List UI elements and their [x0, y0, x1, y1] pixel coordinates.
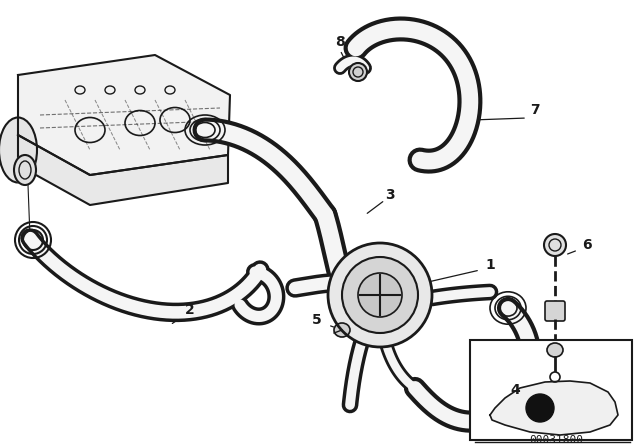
- Ellipse shape: [547, 343, 563, 357]
- Circle shape: [526, 394, 554, 422]
- Polygon shape: [18, 135, 228, 205]
- Circle shape: [342, 257, 418, 333]
- Text: 2: 2: [185, 303, 195, 317]
- Polygon shape: [490, 381, 618, 435]
- Text: 3: 3: [385, 188, 395, 202]
- Text: 7: 7: [530, 103, 540, 117]
- Ellipse shape: [14, 155, 36, 185]
- Text: 6: 6: [582, 238, 592, 252]
- Circle shape: [328, 243, 432, 347]
- Bar: [470, 340, 632, 440]
- FancyBboxPatch shape: [545, 301, 565, 321]
- Ellipse shape: [0, 117, 37, 182]
- Text: 4: 4: [510, 383, 520, 397]
- Ellipse shape: [544, 234, 566, 256]
- Text: 1: 1: [485, 258, 495, 272]
- Ellipse shape: [349, 63, 367, 81]
- Circle shape: [358, 273, 402, 317]
- Text: 5: 5: [312, 313, 322, 327]
- Ellipse shape: [334, 323, 350, 337]
- Text: 00031800: 00031800: [529, 435, 583, 445]
- Text: 8: 8: [335, 35, 345, 49]
- Polygon shape: [18, 55, 230, 175]
